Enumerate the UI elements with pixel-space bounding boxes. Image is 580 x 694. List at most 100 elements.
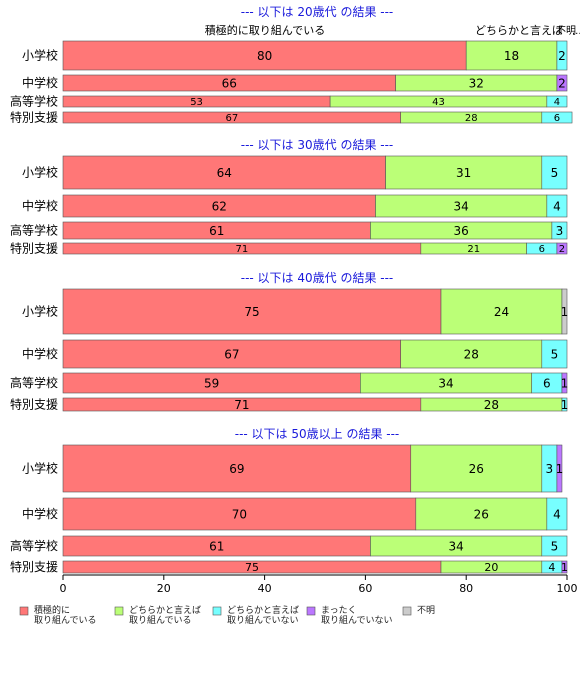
- data-label: 31: [456, 166, 471, 180]
- x-tick-label: 100: [557, 582, 578, 595]
- legend-swatch: [402, 606, 412, 616]
- category-label: 特別支援: [10, 241, 58, 256]
- data-label: 24: [494, 305, 509, 319]
- bar-segment: [465, 40, 558, 71]
- bar-segment: [556, 74, 568, 92]
- legend-label-line2: 取り組んでいる: [34, 614, 97, 626]
- bar-segment: [546, 95, 568, 108]
- data-label: 28: [464, 347, 479, 361]
- x-axis: 0 20 40 60 80 100: [60, 574, 578, 595]
- data-label: 32: [469, 76, 484, 90]
- data-label: 62: [212, 199, 227, 213]
- panel-3: --- 以下は 40歳代 の結果 --- 小学校 75 24 1 中学校 67 28 5 高等学校…: [10, 271, 568, 412]
- category-label: 特別支援: [10, 110, 58, 125]
- bar-segment: [561, 288, 568, 335]
- data-label: 20: [484, 561, 498, 574]
- data-label: 2: [558, 49, 566, 63]
- bar-segment: [546, 194, 568, 218]
- x-tick-label: 80: [459, 582, 473, 595]
- data-label: 6: [539, 244, 545, 255]
- bar-segment: [541, 155, 568, 190]
- category-label: 高等学校: [10, 94, 58, 109]
- legend-label-line2: 取り組んでいる: [129, 614, 192, 626]
- data-label: 34: [438, 376, 453, 390]
- data-label: 6: [543, 376, 551, 390]
- header-label-right-c: ...: [572, 26, 580, 37]
- bar-segment: [62, 497, 417, 531]
- data-label: 53: [190, 97, 203, 108]
- category-label: 中学校: [22, 75, 58, 90]
- category-label: 中学校: [22, 346, 58, 361]
- legend-label: どちらかと言えば: [129, 604, 201, 616]
- legend-label: まったく: [321, 605, 357, 616]
- bar-segment: [440, 288, 563, 335]
- data-label: 69: [229, 462, 244, 476]
- data-label: 61: [209, 224, 224, 238]
- category-label: 小学校: [22, 165, 58, 180]
- category-label: 特別支援: [10, 397, 58, 412]
- bar-segment: [541, 339, 568, 369]
- category-label: 小学校: [22, 461, 58, 476]
- category-label: 小学校: [22, 304, 58, 319]
- legend-label: 不明: [417, 605, 435, 616]
- data-label: 66: [222, 76, 237, 90]
- data-label: 75: [244, 305, 259, 319]
- data-label: 71: [236, 244, 249, 255]
- legend-label-line2: 取り組んでいない: [227, 614, 299, 626]
- legend-label: どちらかと言えば: [227, 604, 299, 616]
- legend-swatch: [306, 606, 316, 616]
- data-label: 67: [225, 113, 238, 124]
- bar-segment: [541, 535, 568, 557]
- bar-segment: [62, 155, 386, 190]
- legend-swatch: [114, 606, 124, 616]
- data-label: 18: [504, 49, 519, 63]
- bar-segment: [410, 444, 543, 493]
- category-label: 高等学校: [10, 223, 58, 238]
- data-label: 71: [234, 398, 249, 412]
- x-tick-label: 40: [258, 582, 272, 595]
- panel-title: --- 以下は 40歳代 の結果 ---: [241, 271, 394, 285]
- data-label: 21: [467, 244, 480, 255]
- bar-segment: [561, 397, 568, 412]
- bar-segment: [62, 288, 442, 335]
- category-label: 中学校: [22, 198, 58, 213]
- data-label: 4: [553, 507, 561, 521]
- x-tick-label: 20: [157, 582, 171, 595]
- data-label: 4: [548, 561, 555, 574]
- panel-title: --- 以下は 30歳代 の結果 ---: [241, 138, 394, 152]
- data-label: 5: [551, 166, 559, 180]
- category-label: 特別支援: [10, 559, 58, 574]
- data-label: 4: [554, 97, 560, 108]
- data-label: 3: [546, 462, 554, 476]
- data-label: 28: [465, 113, 478, 124]
- legend-label-line2: 取り組んでいない: [321, 614, 393, 626]
- data-label: 3: [556, 224, 564, 238]
- data-label: 75: [245, 561, 259, 574]
- x-tick-label: 60: [358, 582, 372, 595]
- data-label: 59: [204, 376, 219, 390]
- data-label: 70: [232, 507, 247, 521]
- data-label: 1: [561, 376, 569, 390]
- header-label-left: 積極的に取り組んでいる: [205, 23, 325, 37]
- data-label: 1: [561, 305, 569, 319]
- category-label: 高等学校: [10, 538, 58, 553]
- data-label: 67: [224, 347, 239, 361]
- data-label: 61: [209, 539, 224, 553]
- header-label-right-a: どちらかと言えば: [475, 24, 563, 37]
- legend-item: 積極的に取り組んでいる: [19, 604, 97, 626]
- bar-segment: [541, 111, 573, 124]
- bar-segment: [400, 339, 543, 369]
- category-label: 小学校: [22, 48, 58, 63]
- legend-swatch: [212, 606, 222, 616]
- bar-segment: [561, 560, 568, 574]
- data-label: 43: [432, 97, 445, 108]
- bar-segment: [546, 497, 568, 531]
- data-label: 36: [454, 224, 469, 238]
- data-label: 1: [556, 462, 564, 476]
